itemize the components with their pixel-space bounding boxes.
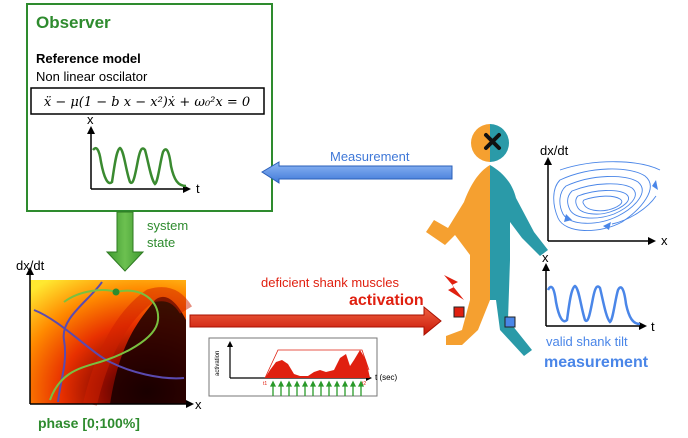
shank-x-label: t [651, 319, 655, 334]
phase-x-label: x [195, 397, 202, 412]
measurement-label: Measurement [330, 149, 410, 164]
valid-shank-label: valid shank tilt [546, 334, 628, 349]
red-sensor-icon [453, 306, 465, 318]
shank-oscillation-curve [546, 284, 641, 326]
activation-arrow: deficient shank muscles activation [189, 275, 442, 337]
activation-label: activation [349, 292, 424, 309]
activation-x-label: t (sec) [375, 373, 398, 382]
phase-y-label: dx/dt [16, 258, 45, 273]
reference-model-subtitle: Non linear oscilator [36, 69, 148, 84]
activation-t2: t2 [362, 381, 366, 387]
observer-plot: x t [87, 112, 200, 196]
phase-caption: phase [0;100%] [38, 415, 140, 431]
body-orange [426, 165, 490, 345]
shank-plot: x t valid shank tilt measurement [542, 250, 655, 371]
lightning-icon [444, 275, 464, 300]
phase-current-point [112, 288, 120, 296]
head-teal [490, 124, 509, 162]
head-orange [471, 124, 490, 162]
blue-sensor-icon [504, 316, 516, 328]
shank-y-label: x [542, 250, 549, 265]
walking-figure [426, 124, 548, 356]
phase-trajectory-blue-2 [33, 309, 185, 380]
system-state-arrow: system state [105, 211, 188, 272]
portrait-y-label: dx/dt [540, 143, 569, 158]
phase-trajectory-blue [57, 281, 103, 403]
portrait-x-label: x [661, 233, 668, 248]
portrait-trajectories [553, 161, 661, 231]
measurement-arrow: Measurement [261, 149, 453, 184]
head-sensor-icon [484, 133, 501, 150]
deficient-label: deficient shank muscles [261, 275, 400, 290]
activation-y-label: activation [215, 351, 221, 376]
stimulation-arrows [269, 380, 365, 396]
phase-trajectory-green [49, 289, 160, 401]
phase-plot: dx/dt x phase [0;100%] [16, 258, 202, 431]
system-state-line2: state [147, 235, 175, 250]
activation-signal [265, 350, 370, 378]
body-teal [490, 165, 548, 356]
portrait-direction-arrows [564, 180, 658, 230]
reference-model-title: Reference model [36, 51, 141, 66]
equation: ẍ − μ(1 − b x − x²)ẋ + ω₀²x = 0 [44, 95, 250, 110]
observer-title: Observer [36, 13, 111, 32]
equation-box [30, 87, 265, 115]
observer-oscillation-curve [92, 146, 187, 188]
measurement-bold-label: measurement [544, 354, 649, 371]
observer-plot-y-label: x [87, 112, 94, 127]
observer-plot-x-label: t [196, 181, 200, 196]
activation-chart: activation t (sec) t1 t2 [208, 337, 398, 397]
phase-portrait: dx/dt x [540, 143, 668, 248]
observer-panel: Observer Reference model Non linear osci… [26, 3, 273, 212]
activation-t1: t1 [263, 381, 267, 387]
system-state-line1: system [147, 218, 188, 233]
